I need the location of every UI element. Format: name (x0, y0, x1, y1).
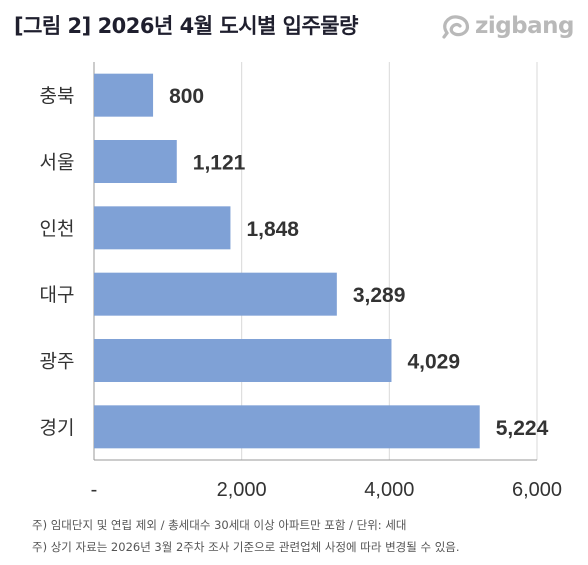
category-label-2: 인천 (40, 218, 75, 240)
footnote-2: 주) 상기 자료는 2026년 3월 2주차 조사 기준으로 관련업체 사정에 … (32, 540, 460, 554)
x-tick-label-2: 4,000 (364, 479, 414, 501)
bar-1 (94, 140, 177, 183)
bar-chart: 충북 800 서울 1,121 인천 1,848 대구 3,289 광주 4,029 경기 5,224… (40, 62, 562, 501)
value-label-2: 1,848 (246, 218, 299, 241)
value-label-5: 5,224 (496, 417, 549, 440)
brand-logo: zigbang (441, 13, 575, 39)
footnote-1: 주) 임대단지 및 연립 제외 / 총세대수 30세대 이상 아파트만 포함 /… (32, 518, 407, 532)
bar-5 (94, 405, 480, 449)
footnotes: 주) 임대단지 및 연립 제외 / 총세대수 30세대 이상 아파트만 포함 /… (32, 514, 460, 558)
bar-2 (94, 206, 231, 250)
value-label-4: 4,029 (407, 351, 460, 374)
value-label-0: 800 (169, 85, 204, 108)
bar-3 (94, 272, 337, 316)
category-label-3: 대구 (40, 284, 75, 306)
category-label-5: 경기 (40, 417, 75, 439)
category-label-4: 광주 (40, 351, 75, 373)
category-label-1: 서울 (40, 152, 75, 174)
chart-title: [그림 2] 2026년 4월 도시별 입주물량 (14, 14, 358, 38)
bar-0 (94, 73, 154, 117)
x-tick-label-3: 6,000 (512, 479, 562, 501)
x-tick-label-0: - (91, 479, 98, 501)
brand-name: zigbang (474, 13, 575, 39)
zigbang-logo-icon (442, 15, 469, 39)
x-tick-label-1: 2,000 (217, 479, 267, 501)
bar-4 (94, 339, 392, 382)
value-label-3: 3,289 (353, 284, 406, 307)
value-label-1: 1,121 (193, 152, 246, 175)
category-label-0: 충북 (40, 85, 75, 107)
